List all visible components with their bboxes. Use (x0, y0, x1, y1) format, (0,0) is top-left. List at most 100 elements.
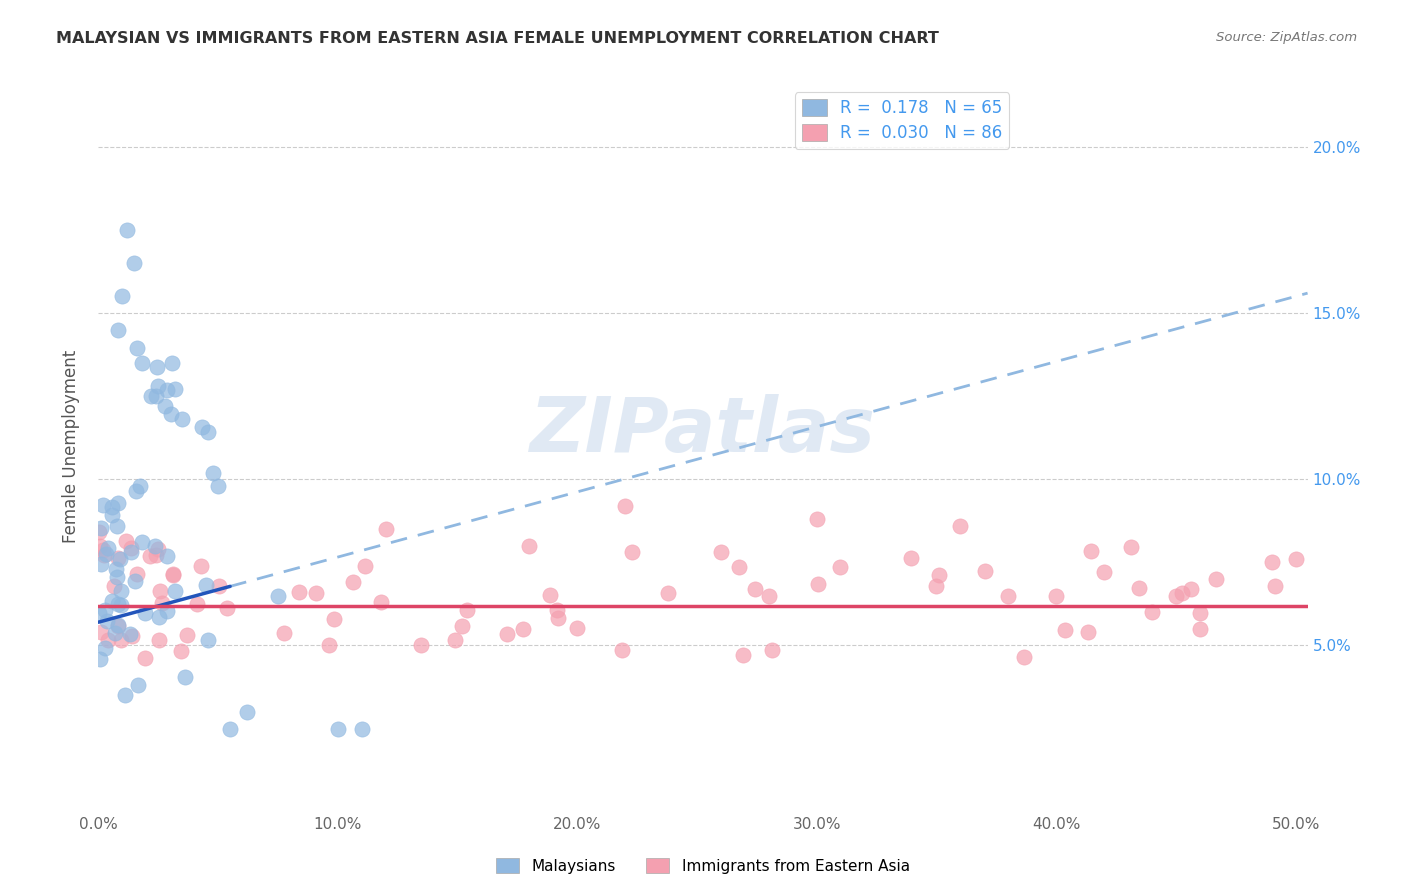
Immigrants from Eastern Asia (1189, 606, 1212, 620)
Immigrants from Eastern Asia (1092, 566, 1115, 580)
Malaysians (146, 359, 169, 374)
Immigrants from Eastern Asia (107, 618, 129, 632)
Immigrants from Eastern Asia (710, 545, 733, 559)
Malaysians (115, 223, 138, 237)
Immigrants from Eastern Asia (1205, 572, 1227, 586)
Immigrants from Eastern Asia (1080, 544, 1102, 558)
Immigrants from Eastern Asia (110, 632, 132, 647)
Immigrants from Eastern Asia (565, 622, 588, 636)
Malaysians (125, 483, 148, 498)
Malaysians (90, 521, 112, 535)
Malaysians (159, 407, 181, 421)
Immigrants from Eastern Asia (456, 602, 478, 616)
Immigrants from Eastern Asia (139, 549, 162, 563)
Immigrants from Eastern Asia (519, 539, 541, 553)
Immigrants from Eastern Asia (90, 625, 112, 640)
Legend: R =  0.178   N = 65, R =  0.030   N = 86: R = 0.178 N = 65, R = 0.030 N = 86 (796, 92, 1010, 149)
Malaysians (110, 598, 132, 612)
Immigrants from Eastern Asia (170, 644, 193, 658)
Malaysians (131, 535, 153, 549)
Immigrants from Eastern Asia (1045, 589, 1067, 603)
Immigrants from Eastern Asia (148, 541, 170, 556)
Malaysians (107, 496, 129, 510)
Malaysians (173, 670, 195, 684)
Malaysians (165, 584, 187, 599)
Immigrants from Eastern Asia (374, 522, 396, 536)
Malaysians (134, 606, 156, 620)
Legend: Malaysians, Immigrants from Eastern Asia: Malaysians, Immigrants from Eastern Asia (491, 852, 915, 880)
Immigrants from Eastern Asia (1284, 552, 1306, 566)
Malaysians (139, 389, 162, 403)
Malaysians (172, 412, 194, 426)
Immigrants from Eastern Asia (162, 567, 184, 582)
Malaysians (108, 552, 131, 566)
Immigrants from Eastern Asia (134, 650, 156, 665)
Malaysians (120, 545, 142, 559)
Malaysians (163, 382, 186, 396)
Immigrants from Eastern Asia (1260, 555, 1282, 569)
Malaysians (91, 498, 114, 512)
Immigrants from Eastern Asia (807, 577, 830, 591)
Malaysians (107, 323, 129, 337)
Immigrants from Eastern Asia (190, 559, 212, 574)
Immigrants from Eastern Asia (657, 586, 679, 600)
Malaysians (202, 466, 225, 480)
Malaysians (143, 539, 166, 553)
Immigrants from Eastern Asia (733, 648, 755, 662)
Malaysians (94, 547, 117, 561)
Malaysians (127, 678, 149, 692)
Immigrants from Eastern Asia (107, 551, 129, 566)
Malaysians (107, 597, 129, 611)
Immigrants from Eastern Asia (1171, 586, 1194, 600)
Immigrants from Eastern Asia (758, 589, 780, 603)
Immigrants from Eastern Asia (87, 525, 110, 540)
Immigrants from Eastern Asia (973, 564, 995, 578)
Text: MALAYSIAN VS IMMIGRANTS FROM EASTERN ASIA FEMALE UNEMPLOYMENT CORRELATION CHART: MALAYSIAN VS IMMIGRANTS FROM EASTERN ASI… (56, 31, 939, 46)
Malaysians (156, 604, 179, 618)
Malaysians (236, 705, 259, 719)
Immigrants from Eastern Asia (89, 539, 111, 553)
Malaysians (219, 722, 242, 736)
Malaysians (120, 626, 142, 640)
Immigrants from Eastern Asia (1077, 625, 1099, 640)
Malaysians (197, 633, 219, 648)
Immigrants from Eastern Asia (322, 612, 344, 626)
Immigrants from Eastern Asia (444, 633, 467, 648)
Immigrants from Eastern Asia (409, 638, 432, 652)
Text: ZIPatlas: ZIPatlas (530, 394, 876, 468)
Malaysians (124, 574, 146, 588)
Malaysians (114, 688, 136, 702)
Immigrants from Eastern Asia (305, 586, 328, 600)
Immigrants from Eastern Asia (125, 566, 148, 581)
Immigrants from Eastern Asia (150, 596, 173, 610)
Immigrants from Eastern Asia (1140, 605, 1163, 619)
Immigrants from Eastern Asia (288, 585, 311, 599)
Immigrants from Eastern Asia (1128, 581, 1150, 595)
Malaysians (90, 558, 112, 572)
Immigrants from Eastern Asia (217, 601, 239, 615)
Immigrants from Eastern Asia (1264, 579, 1286, 593)
Malaysians (194, 578, 217, 592)
Malaysians (89, 606, 111, 620)
Immigrants from Eastern Asia (925, 579, 948, 593)
Immigrants from Eastern Asia (1012, 650, 1035, 665)
Immigrants from Eastern Asia (176, 628, 198, 642)
Malaysians (127, 341, 149, 355)
Immigrants from Eastern Asia (744, 582, 766, 596)
Immigrants from Eastern Asia (928, 568, 950, 582)
Malaysians (124, 256, 146, 270)
Immigrants from Eastern Asia (1188, 622, 1211, 636)
Immigrants from Eastern Asia (496, 627, 519, 641)
Malaysians (156, 384, 179, 398)
Immigrants from Eastern Asia (318, 638, 340, 652)
Immigrants from Eastern Asia (547, 610, 569, 624)
Malaysians (104, 562, 127, 576)
Malaysians (100, 594, 122, 608)
Immigrants from Eastern Asia (208, 579, 231, 593)
Immigrants from Eastern Asia (148, 632, 170, 647)
Immigrants from Eastern Asia (370, 595, 392, 609)
Immigrants from Eastern Asia (900, 550, 922, 565)
Malaysians (94, 603, 117, 617)
Immigrants from Eastern Asia (610, 643, 633, 657)
Immigrants from Eastern Asia (949, 518, 972, 533)
